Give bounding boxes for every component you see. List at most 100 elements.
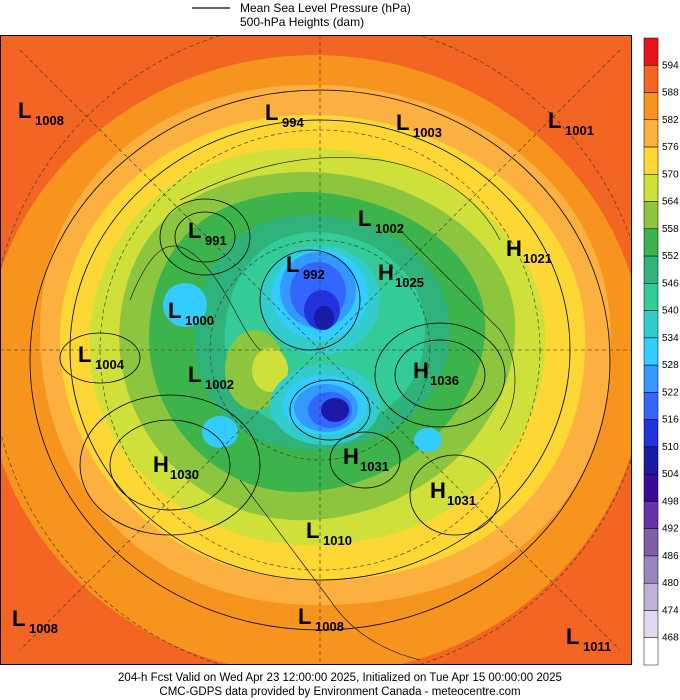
center-pressure: 1001 xyxy=(565,123,594,138)
isobar xyxy=(69,119,571,581)
height-field xyxy=(252,348,288,392)
isobar xyxy=(409,454,501,536)
isobar xyxy=(289,379,371,441)
colorbar-swatch xyxy=(643,392,659,420)
center-pressure: 1000 xyxy=(185,313,214,328)
height-field xyxy=(314,306,334,330)
colorbar-label: 516 xyxy=(662,415,679,426)
center-letter: L xyxy=(286,252,299,277)
center-letter: L xyxy=(168,298,181,323)
colorbar-swatch xyxy=(643,201,659,230)
center-letter: L xyxy=(566,624,579,649)
colorbar-swatch xyxy=(643,283,659,311)
center-pressure: 1031 xyxy=(447,493,476,508)
center-letter: L xyxy=(78,342,91,367)
isobar xyxy=(259,249,361,351)
colorbar-label: 564 xyxy=(662,197,679,208)
colorbar-label: 570 xyxy=(662,169,679,180)
center-pressure: 1036 xyxy=(430,373,459,388)
center-letter: L xyxy=(548,108,561,133)
isobar xyxy=(394,339,486,411)
colorbar-label: 588 xyxy=(662,88,679,99)
colorbar-label: 582 xyxy=(662,115,679,126)
colorbar-swatch xyxy=(643,119,659,148)
center-letter: L xyxy=(358,206,371,231)
center-pressure: 1030 xyxy=(170,467,199,482)
footer-text: 204-h Fcst Valid on Wed Apr 23 12:00:00 … xyxy=(118,672,562,684)
colorbar: 594 588 582 576 570 564 558 552 546 540 534 528 522 5… xyxy=(643,37,679,666)
height-field xyxy=(321,398,349,422)
center-pressure: 1002 xyxy=(375,221,404,236)
colorbar-label: 492 xyxy=(662,524,679,535)
isobar xyxy=(29,89,611,631)
center-pressure: 1002 xyxy=(205,377,234,392)
colorbar-label: 504 xyxy=(662,469,679,480)
center-letter: H xyxy=(378,260,394,285)
colorbar-label: 534 xyxy=(662,333,679,344)
center-pressure: 994 xyxy=(282,115,304,130)
center-pressure: 1008 xyxy=(35,113,64,128)
colorbar-swatch xyxy=(643,337,659,366)
colorbar-swatch xyxy=(643,92,659,121)
height-field xyxy=(202,416,238,448)
center-letter: L xyxy=(188,362,201,387)
colorbar-label: 594 xyxy=(662,60,679,71)
colorbar-swatch xyxy=(643,255,659,284)
colorbar-swatch xyxy=(643,37,659,66)
center-letter: H xyxy=(506,236,522,261)
colorbar-label: 522 xyxy=(662,387,679,398)
isobar xyxy=(59,332,141,384)
colorbar-label: 540 xyxy=(662,306,679,317)
colorbar-label: 498 xyxy=(662,496,679,507)
isobar xyxy=(109,419,231,511)
graticule xyxy=(19,49,621,651)
colorbar-swatch xyxy=(643,637,659,666)
colorbar-label: 546 xyxy=(662,278,679,289)
colorbar-swatch xyxy=(643,501,659,529)
colorbar-swatch xyxy=(643,65,659,93)
colorbar-swatch xyxy=(643,582,659,611)
colorbar-label: 528 xyxy=(662,360,679,371)
center-pressure: 991 xyxy=(205,233,227,248)
colorbar-swatch xyxy=(643,528,659,557)
colorbar-label: 510 xyxy=(662,442,679,453)
colorbar-swatch xyxy=(643,364,659,393)
isobar xyxy=(329,431,401,489)
center-letter: H xyxy=(430,478,446,503)
center-pressure: 1031 xyxy=(360,459,389,474)
center-letter: L xyxy=(188,218,201,243)
colorbar-swatch xyxy=(643,555,659,584)
center-pressure: 1008 xyxy=(29,621,58,636)
legend-text: Mean Sea Level Pressure (hPa) xyxy=(240,1,411,15)
colorbar-label: 552 xyxy=(662,251,679,262)
map-frame xyxy=(0,35,632,665)
center-letter: H xyxy=(343,444,359,469)
colorbar-label: 576 xyxy=(662,142,679,153)
colorbar-swatch xyxy=(643,446,659,475)
center-letter: L xyxy=(12,606,25,631)
center-letter: L xyxy=(265,100,278,125)
coastline xyxy=(129,245,261,351)
coastline xyxy=(399,229,516,431)
colorbar-swatch xyxy=(643,473,659,502)
height-field xyxy=(163,283,207,327)
center-pressure: 1003 xyxy=(413,125,442,140)
center-pressure: 1008 xyxy=(315,619,344,634)
legend-text: 500-hPa Heights (dam) xyxy=(240,15,364,29)
colorbar-label: 558 xyxy=(662,224,679,235)
coastline xyxy=(239,479,421,661)
colorbar-label: 474 xyxy=(662,605,679,616)
center-letter: L xyxy=(298,604,311,629)
colorbar-label: 486 xyxy=(662,551,679,562)
center-pressure: 1011 xyxy=(583,639,611,654)
graticule xyxy=(19,49,621,651)
center-pressure: 1021 xyxy=(523,251,552,266)
isobar xyxy=(159,198,251,276)
colorbar-label: 480 xyxy=(662,578,679,589)
center-letter: H xyxy=(153,452,169,477)
coastline xyxy=(179,157,501,241)
center-letter: L xyxy=(396,110,409,135)
colorbar-swatch xyxy=(643,310,659,339)
isobar xyxy=(374,322,506,428)
